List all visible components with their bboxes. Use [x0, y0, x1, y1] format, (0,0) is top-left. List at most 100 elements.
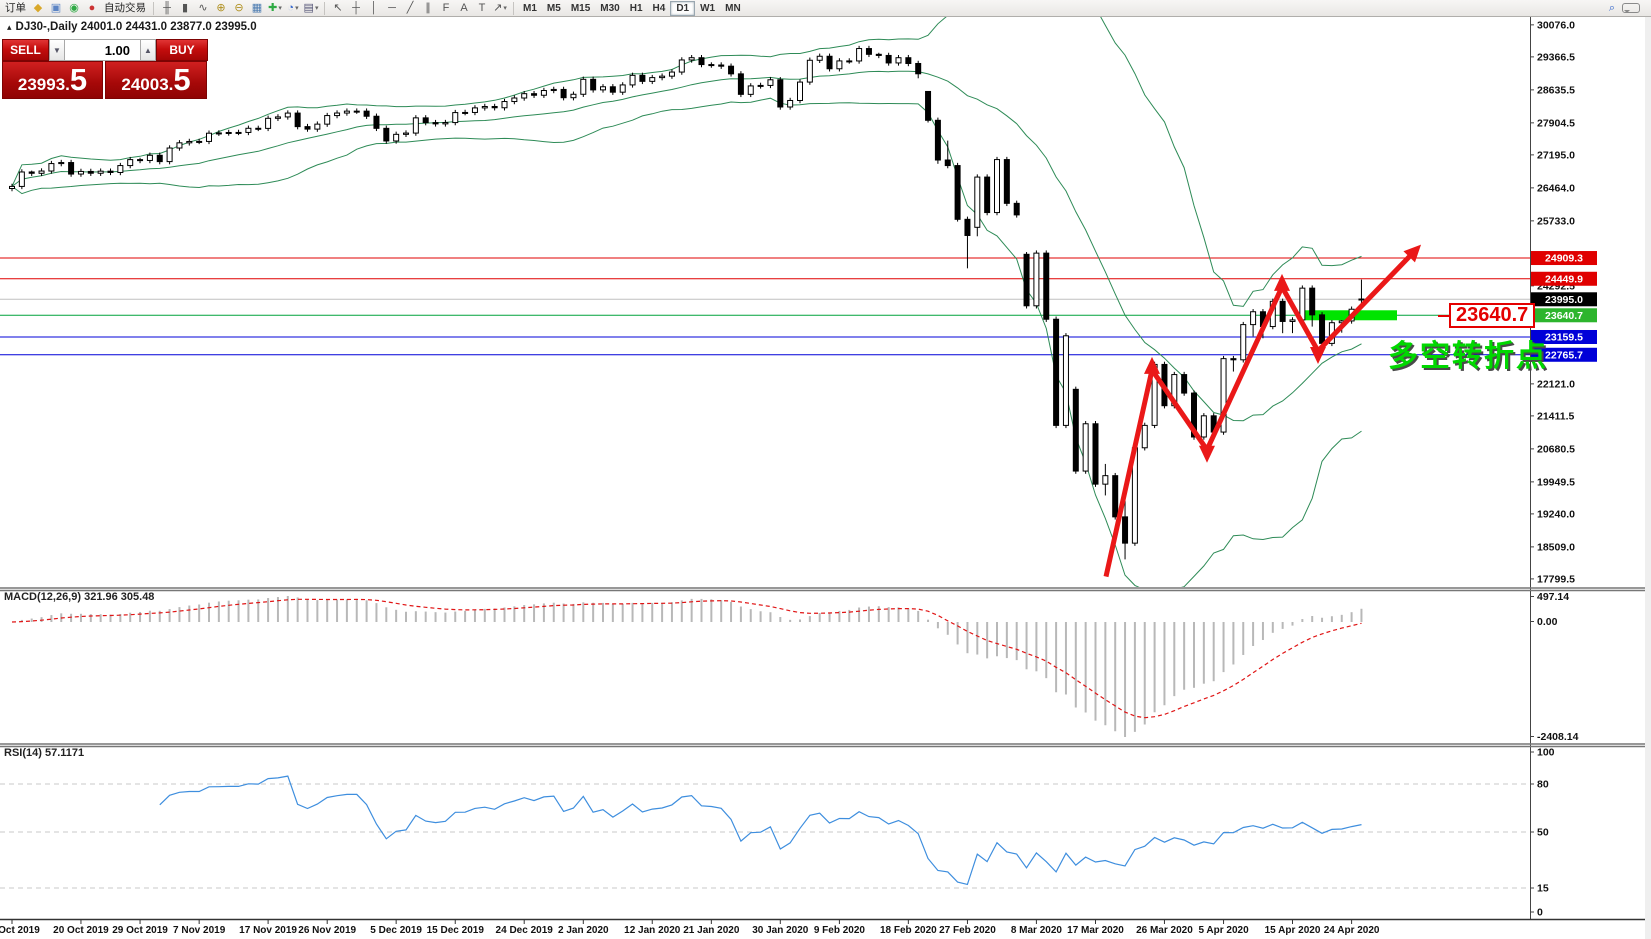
candle-body — [1250, 311, 1257, 326]
bar-chart-icon[interactable]: ╫ — [163, 1, 171, 14]
timeframe-m5[interactable]: M5 — [546, 2, 561, 14]
indicators-icon[interactable]: ✚ ▾ — [268, 1, 282, 14]
date-axis-tick: 29 Oct 2019 — [112, 925, 168, 936]
price-axis-tick: 20680.5 — [1537, 443, 1575, 455]
one-click-trading-panel: SELL ▼ 1.00 ▲ BUY 23993. 5 24003. 5 — [2, 39, 208, 99]
crosshair-icon[interactable]: ┼ — [352, 1, 360, 14]
candle-body — [1062, 335, 1069, 426]
line-chart-icon[interactable]: ∿ — [198, 1, 208, 14]
candle-body — [284, 112, 291, 118]
arrows-icon[interactable]: ↗ ▾ — [493, 1, 507, 14]
candle-body — [1122, 516, 1129, 544]
candle-body — [590, 78, 597, 91]
rsi-axis-tick: 80 — [1537, 779, 1549, 791]
channel-icon[interactable]: ∥ — [425, 1, 431, 14]
vertical-line-icon[interactable]: │ — [370, 1, 378, 14]
dropdown-caret-icon: ▾ — [314, 4, 319, 12]
candle-body — [1289, 319, 1296, 322]
candle-body — [1112, 475, 1119, 518]
trendline-icon[interactable]: ╱ — [406, 1, 414, 14]
volume-increase-button[interactable]: ▲ — [140, 39, 156, 61]
timeframe-h4[interactable]: H4 — [652, 2, 666, 14]
candle-body — [18, 171, 25, 187]
price-axis-tick: 28635.5 — [1537, 84, 1575, 96]
timeframe-m1[interactable]: M1 — [523, 2, 537, 14]
timeframe-m30[interactable]: M30 — [600, 2, 620, 14]
candle-body — [255, 127, 262, 130]
volume-decrease-button[interactable]: ▼ — [49, 39, 65, 61]
sell-button[interactable]: SELL — [2, 39, 49, 61]
candle-body — [836, 60, 843, 70]
hlines-layer — [0, 257, 1530, 356]
candle-body — [1102, 475, 1109, 485]
timeframe-d1[interactable]: D1 — [670, 0, 696, 16]
candle-body — [68, 162, 75, 175]
candle-body — [1072, 388, 1079, 472]
main-chart-layer — [9, 17, 1422, 587]
label-icon[interactable]: T — [478, 1, 486, 14]
orders-label[interactable]: 订单 — [5, 1, 26, 14]
rsi-line — [159, 775, 1362, 886]
candle-body — [235, 131, 242, 134]
cursor-icon[interactable]: ↖ — [333, 1, 343, 14]
signals-icon[interactable]: ◉ — [69, 1, 79, 14]
candlestick-chart-icon[interactable]: ▮ — [181, 1, 189, 14]
sell-price-button[interactable]: 23993. 5 — [2, 61, 103, 99]
price-callout-label[interactable]: 23640.7 — [1449, 303, 1536, 328]
candle-body — [1141, 424, 1148, 449]
candle-body — [314, 123, 321, 130]
periods-icon[interactable]: ◔ ▾ — [287, 1, 299, 14]
rsi-axis-tick: 100 — [1537, 747, 1555, 759]
chart-window-icon[interactable]: ▣ — [50, 1, 62, 14]
buy-button[interactable]: BUY — [156, 39, 208, 61]
timeframe-mn[interactable]: MN — [725, 2, 741, 14]
fibonacci-icon[interactable]: F — [442, 1, 450, 14]
candle-body — [698, 57, 705, 66]
rsi-panel: 100 80 50 15 0 — [0, 747, 1555, 919]
text-icon[interactable]: A — [460, 1, 468, 14]
candle-body — [432, 122, 439, 125]
price-badge — [1531, 347, 1597, 362]
timeframe-m15[interactable]: M15 — [570, 2, 591, 14]
candle-body — [806, 59, 813, 83]
templates-icon[interactable]: ▤ ▾ — [303, 1, 319, 14]
candle-body — [107, 170, 114, 173]
autotrading-icon[interactable]: ● — [88, 1, 96, 14]
candle-body — [964, 218, 971, 236]
horizontal-line-icon[interactable]: ─ — [388, 1, 396, 14]
autotrading-label[interactable]: 自动交易 — [104, 1, 146, 14]
market-watch-icon[interactable]: ◆ — [33, 1, 43, 14]
price-badge-text: 23995.0 — [1545, 294, 1583, 306]
date-axis-tick: 5 Apr 2020 — [1198, 925, 1249, 936]
buy-price-button[interactable]: 24003. 5 — [105, 61, 207, 99]
candle-body — [649, 77, 656, 82]
candle-body — [225, 131, 232, 134]
volume-input[interactable]: 1.00 — [65, 39, 140, 61]
candle-body — [146, 154, 153, 161]
zoom-out-icon[interactable]: ⊖ — [234, 1, 244, 14]
chart-collapse-icon[interactable]: ▴ — [7, 22, 12, 32]
dropdown-caret-icon: ▾ — [295, 4, 299, 12]
candle-body — [974, 176, 981, 228]
date-axis-tick: 26 Nov 2019 — [298, 925, 356, 936]
timeframe-w1[interactable]: W1 — [700, 2, 716, 14]
tile-windows-icon[interactable]: ▦ — [251, 1, 263, 14]
candle-body — [1309, 287, 1316, 316]
candle-body — [728, 65, 735, 75]
chat-icon[interactable] — [1622, 3, 1640, 13]
candle-body — [1181, 374, 1188, 394]
arrowhead — [1403, 244, 1422, 263]
arrowhead — [1274, 273, 1290, 291]
price-badge — [1531, 329, 1597, 344]
candle-body — [816, 55, 823, 61]
zoom-in-icon[interactable]: ⊕ — [216, 1, 226, 14]
candle-body — [550, 88, 557, 92]
toolbar-right-group: ⌕ — [1603, 1, 1641, 16]
candle-body — [294, 112, 301, 128]
search-icon[interactable]: ⌕ — [1608, 1, 1616, 14]
price-axis-tick: 19240.0 — [1537, 508, 1575, 520]
timeframe-h1[interactable]: H1 — [629, 2, 643, 14]
rsi-axis-tick: 0 — [1537, 907, 1543, 919]
date-axis-tick: 7 Nov 2019 — [173, 925, 226, 936]
